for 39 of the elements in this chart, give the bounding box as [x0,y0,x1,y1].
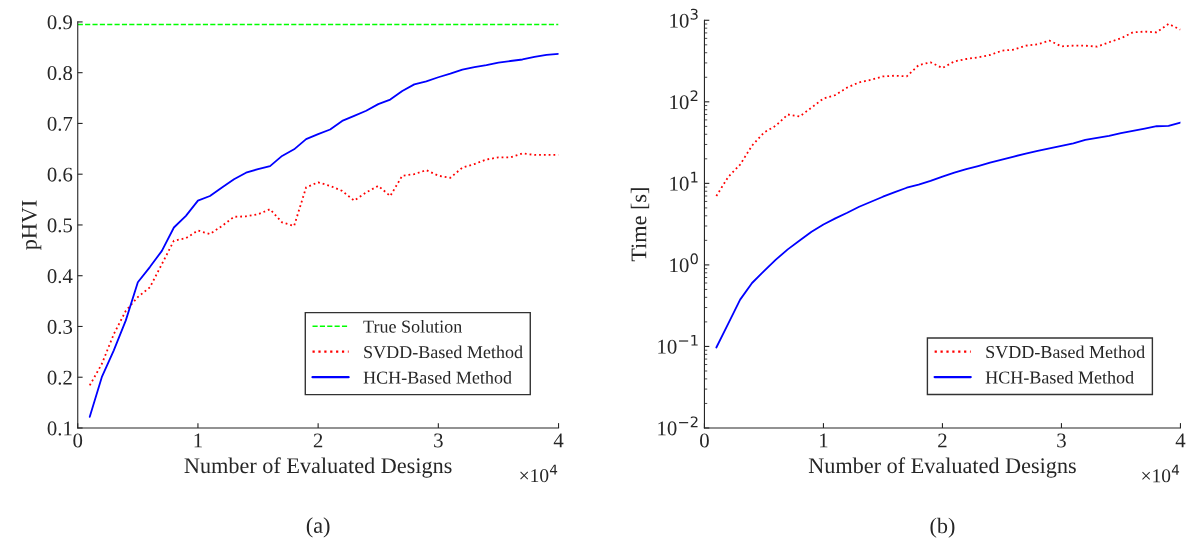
text: ×10$^{4}$ [1142,464,1180,483]
y-tick-label: 0.8 [47,66,73,81]
x-axis-title: Number of Evaluated Designs [808,457,1076,478]
x-tick-label: 4 [553,433,564,448]
x-axis-title: Number of Evaluated Designs [184,457,452,478]
text: (b) [930,517,955,538]
y-tick-label: 0.7 [47,116,73,131]
y-tick-label: 0.1 [47,421,72,436]
y-tick-label: 10$^{1}$ [670,171,698,191]
x-tick-label: 1 [194,433,202,448]
line-series [88,52,559,418]
y-tick-label: 10$^{−1}$ [658,334,698,354]
y-tick-label: 10$^{0}$ [670,253,698,273]
y-tick-label: 10$^{2}$ [670,90,698,110]
text: (a) [306,517,330,538]
x-tick-label: 2 [938,433,947,448]
x-tick-label: 3 [434,433,443,448]
legend-label: True Solution [363,319,462,333]
y-axis-title: Time [s] [630,188,650,262]
x-tick-label: 2 [313,433,323,448]
legend-label: HCH-Based Method [985,370,1134,384]
y-tick-label: 10$^{−2}$ [658,416,698,436]
y-tick-label: 0.3 [47,319,73,334]
y-tick-label: 0.2 [47,370,72,385]
y-tick-label: 10$^{3}$ [670,8,698,28]
y-tick-label: 0.6 [47,167,73,182]
legend-label: SVDD-Based Method [364,345,523,359]
x-tick-label: 4 [1175,433,1186,448]
y-tick-label: 0.5 [47,218,73,233]
text: ×10$^{4}$ [520,464,558,483]
x-tick-label: 0 [700,433,709,448]
legend-label: SVDD-Based Method [986,345,1145,359]
x-tick-label: 0 [73,433,83,448]
x-tick-label: 3 [1057,433,1066,448]
y-tick-label: 0.4 [47,269,73,284]
y-tick-label: 0.9 [47,15,73,30]
y-axis-title: pHVI [22,200,42,250]
x-tick-label: 1 [820,433,828,448]
legend-label: HCH-Based Method [363,371,512,384]
